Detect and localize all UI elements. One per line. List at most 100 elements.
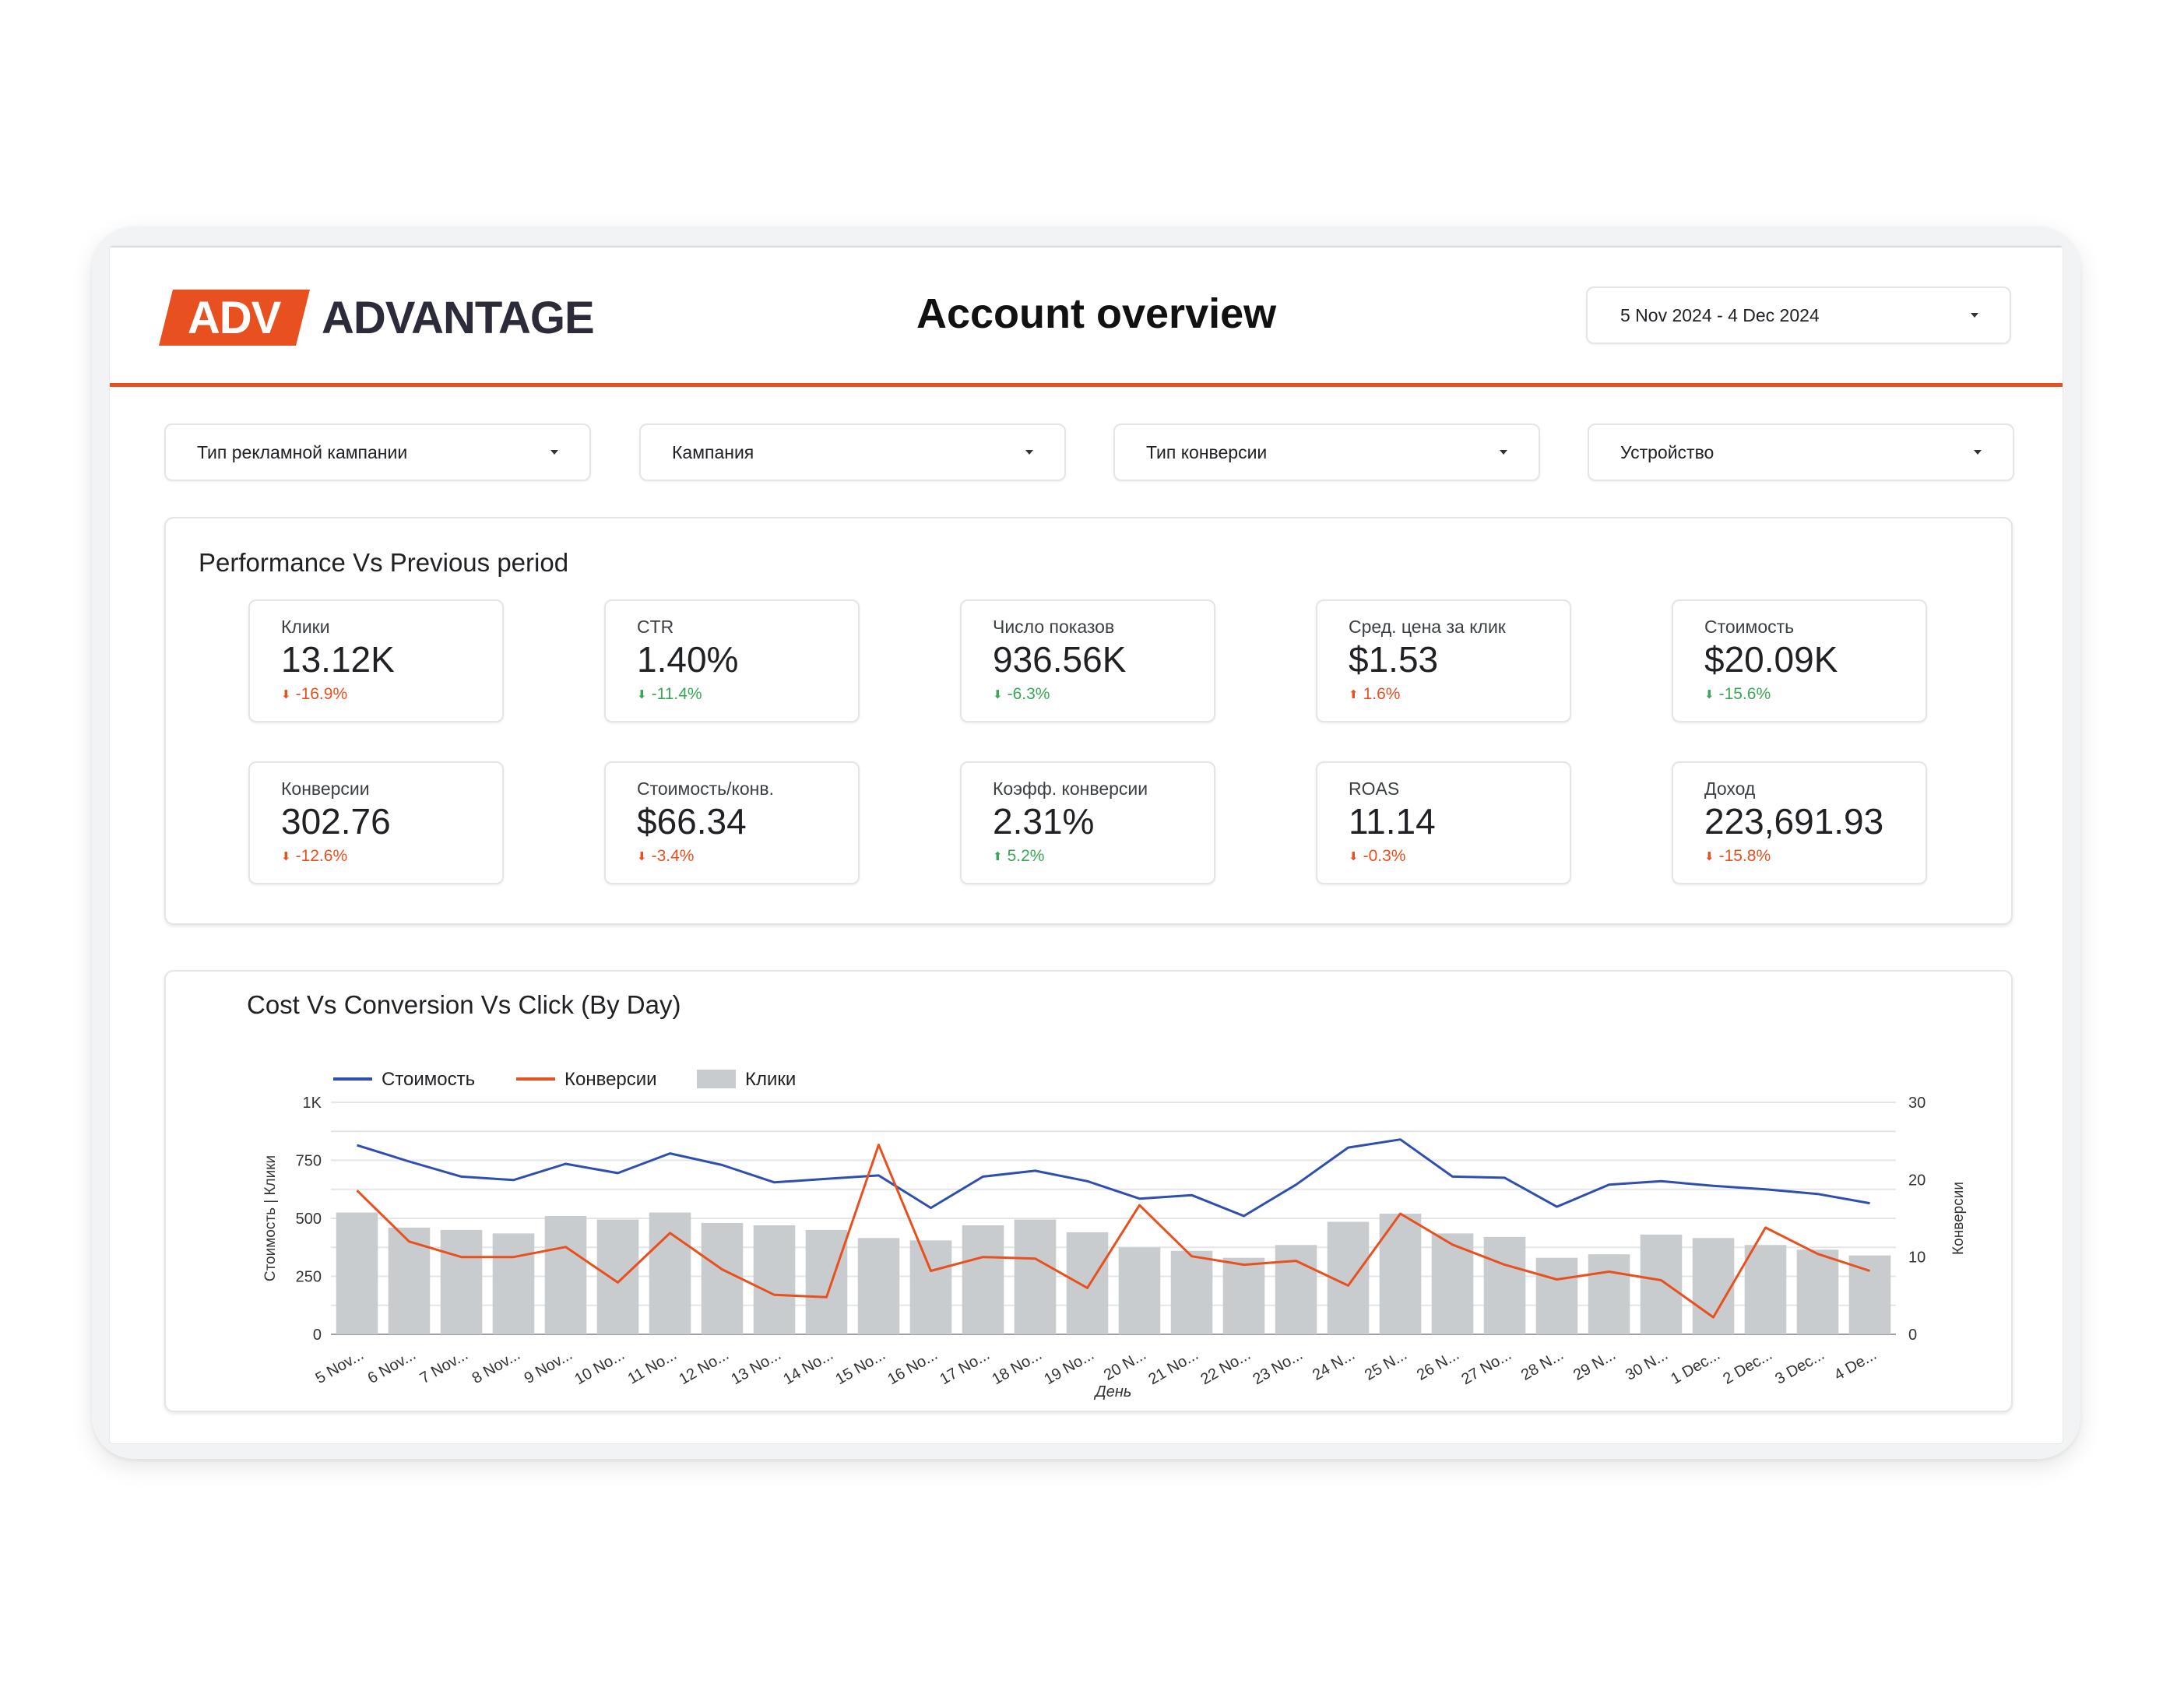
x-tick-label: 13 No... — [728, 1346, 784, 1388]
date-range-value: 5 Nov 2024 - 4 Dec 2024 — [1620, 304, 1820, 325]
x-tick-label: 24 N... — [1310, 1346, 1358, 1384]
kpi-change: ⬇ -11.4% — [637, 685, 702, 704]
kpi-change-value: -12.6% — [295, 847, 348, 865]
bar-clicks — [649, 1212, 691, 1334]
kpi-change-value: -16.9% — [295, 685, 348, 703]
filter-conversion-type[interactable]: Тип конверсии — [1113, 423, 1540, 481]
kpi-card: Конверсии 302.76 ⬇ -12.6% — [248, 761, 504, 884]
arrow-down-icon: ⬇ — [281, 849, 291, 863]
bar-clicks — [544, 1216, 587, 1334]
kpi-change: ⬇ -15.8% — [1704, 847, 1771, 866]
bar-clicks — [805, 1229, 848, 1334]
x-tick-label: 18 No... — [989, 1346, 1045, 1388]
arrow-down-icon: ⬇ — [281, 687, 291, 701]
chevron-down-icon — [550, 450, 558, 455]
arrow-down-icon: ⬇ — [1349, 849, 1359, 863]
date-range-picker[interactable]: 5 Nov 2024 - 4 Dec 2024 — [1586, 286, 2011, 344]
bar-clicks — [492, 1233, 535, 1334]
filter-label: Тип конверсии — [1146, 441, 1268, 462]
x-tick-label: 11 No... — [625, 1346, 680, 1387]
kpi-change-value: -15.6% — [1718, 685, 1771, 703]
y-tick-right: 10 — [1908, 1249, 1926, 1267]
kpi-card: Доход 223,691.93 ⬇ -15.8% — [1672, 761, 1927, 884]
filter-campaign-type[interactable]: Тип рекламной кампании — [164, 423, 591, 481]
kpi-change: ⬇ -6.3% — [993, 685, 1050, 704]
filter-campaign[interactable]: Кампания — [639, 423, 1066, 481]
logo-wordmark: ADVANTAGE — [322, 292, 595, 343]
y-tick-right: 20 — [1908, 1172, 1926, 1189]
x-tick-label: 21 No... — [1145, 1346, 1201, 1388]
kpi-value: $20.09K — [1704, 639, 1838, 680]
legend-swatch — [697, 1070, 736, 1088]
kpi-value: 11.14 — [1349, 801, 1436, 842]
kpi-card: Число показов 936.56K ⬇ -6.3% — [960, 599, 1215, 722]
filter-label: Тип рекламной кампании — [197, 441, 408, 462]
bar-clicks — [1535, 1257, 1578, 1334]
kpi-label: Доход — [1704, 778, 1756, 799]
x-tick-label: 4 De... — [1831, 1346, 1880, 1384]
top-border — [110, 246, 2063, 248]
kpi-card: Сред. цена за клик $1.53 ⬆ 1.6% — [1316, 599, 1571, 722]
x-tick-label: 2 Dec... — [1720, 1346, 1775, 1388]
bar-clicks — [1170, 1250, 1213, 1334]
bar-clicks — [1848, 1255, 1891, 1334]
kpi-label: Сред. цена за клик — [1349, 617, 1506, 637]
legend-label: Клики — [745, 1069, 796, 1090]
kpi-card: Стоимость $20.09K ⬇ -15.6% — [1672, 599, 1927, 722]
kpi-label: CTR — [637, 617, 674, 637]
bar-clicks — [596, 1219, 639, 1334]
bar-clicks — [909, 1240, 952, 1334]
kpi-label: Стоимость — [1704, 617, 1795, 637]
kpi-change: ⬆ 1.6% — [1349, 685, 1400, 704]
y-tick-left: 0 — [313, 1327, 322, 1344]
kpi-change: ⬇ -15.6% — [1704, 685, 1771, 704]
x-tick-label: 5 Nov... — [313, 1346, 367, 1387]
legend-label: Конверсии — [564, 1069, 657, 1090]
chevron-down-icon — [1500, 450, 1507, 455]
kpi-label: Стоимость/конв. — [637, 778, 774, 799]
kpi-card: ROAS 11.14 ⬇ -0.3% — [1316, 761, 1571, 884]
bar-clicks — [440, 1229, 483, 1334]
arrow-down-icon: ⬇ — [637, 687, 647, 701]
y-tick-right: 30 — [1908, 1095, 1926, 1112]
kpi-change-value: -0.3% — [1363, 847, 1406, 865]
arrow-down-icon: ⬇ — [1704, 849, 1715, 863]
kpi-change: ⬇ -3.4% — [637, 847, 694, 866]
arrow-up-icon: ⬆ — [1349, 687, 1359, 701]
kpi-card: Коэфф. конверсии 2.31% ⬆ 5.2% — [960, 761, 1215, 884]
x-tick-label: 30 N... — [1623, 1346, 1671, 1384]
kpi-value: $66.34 — [637, 801, 747, 842]
y-tick-left: 750 — [296, 1153, 322, 1170]
arrow-down-icon: ⬇ — [993, 687, 1003, 701]
bar-clicks — [1744, 1245, 1787, 1334]
bar-clicks — [1640, 1234, 1683, 1334]
chart-title: Cost Vs Conversion Vs Click (By Day) — [247, 990, 681, 1019]
logo-badge-text: ADV — [188, 292, 281, 343]
x-tick-label: 22 No... — [1198, 1346, 1254, 1388]
kpi-change-value: -15.8% — [1718, 847, 1771, 865]
kpi-change-value: 1.6% — [1363, 685, 1401, 703]
x-tick-label: 19 No... — [1041, 1346, 1097, 1388]
kpi-change: ⬇ -16.9% — [281, 685, 347, 704]
x-tick-label: 23 No... — [1250, 1346, 1306, 1388]
chevron-down-icon — [1025, 450, 1033, 455]
kpi-change-value: -3.4% — [651, 847, 695, 865]
x-tick-label: 8 Nov... — [470, 1346, 523, 1387]
kpi-value: 223,691.93 — [1704, 801, 1884, 842]
kpi-value: $1.53 — [1349, 639, 1439, 680]
filter-label: Устройство — [1620, 441, 1715, 462]
y-tick-left: 1K — [303, 1095, 322, 1112]
x-tick-label: 16 No... — [885, 1346, 941, 1388]
y-tick-right: 0 — [1908, 1327, 1917, 1344]
arrow-up-icon: ⬆ — [993, 849, 1003, 863]
x-tick-label: 10 No... — [572, 1346, 628, 1388]
filter-device[interactable]: Устройство — [1588, 423, 2014, 481]
legend-label: Стоимость — [382, 1069, 475, 1090]
kpi-change: ⬇ -0.3% — [1349, 847, 1405, 866]
bar-clicks — [1014, 1219, 1057, 1334]
bar-clicks — [1588, 1254, 1630, 1334]
bar-clicks — [1118, 1247, 1161, 1334]
bar-clicks — [1692, 1238, 1735, 1334]
kpi-label: ROAS — [1349, 778, 1400, 799]
kpi-label: Число показов — [993, 617, 1115, 637]
